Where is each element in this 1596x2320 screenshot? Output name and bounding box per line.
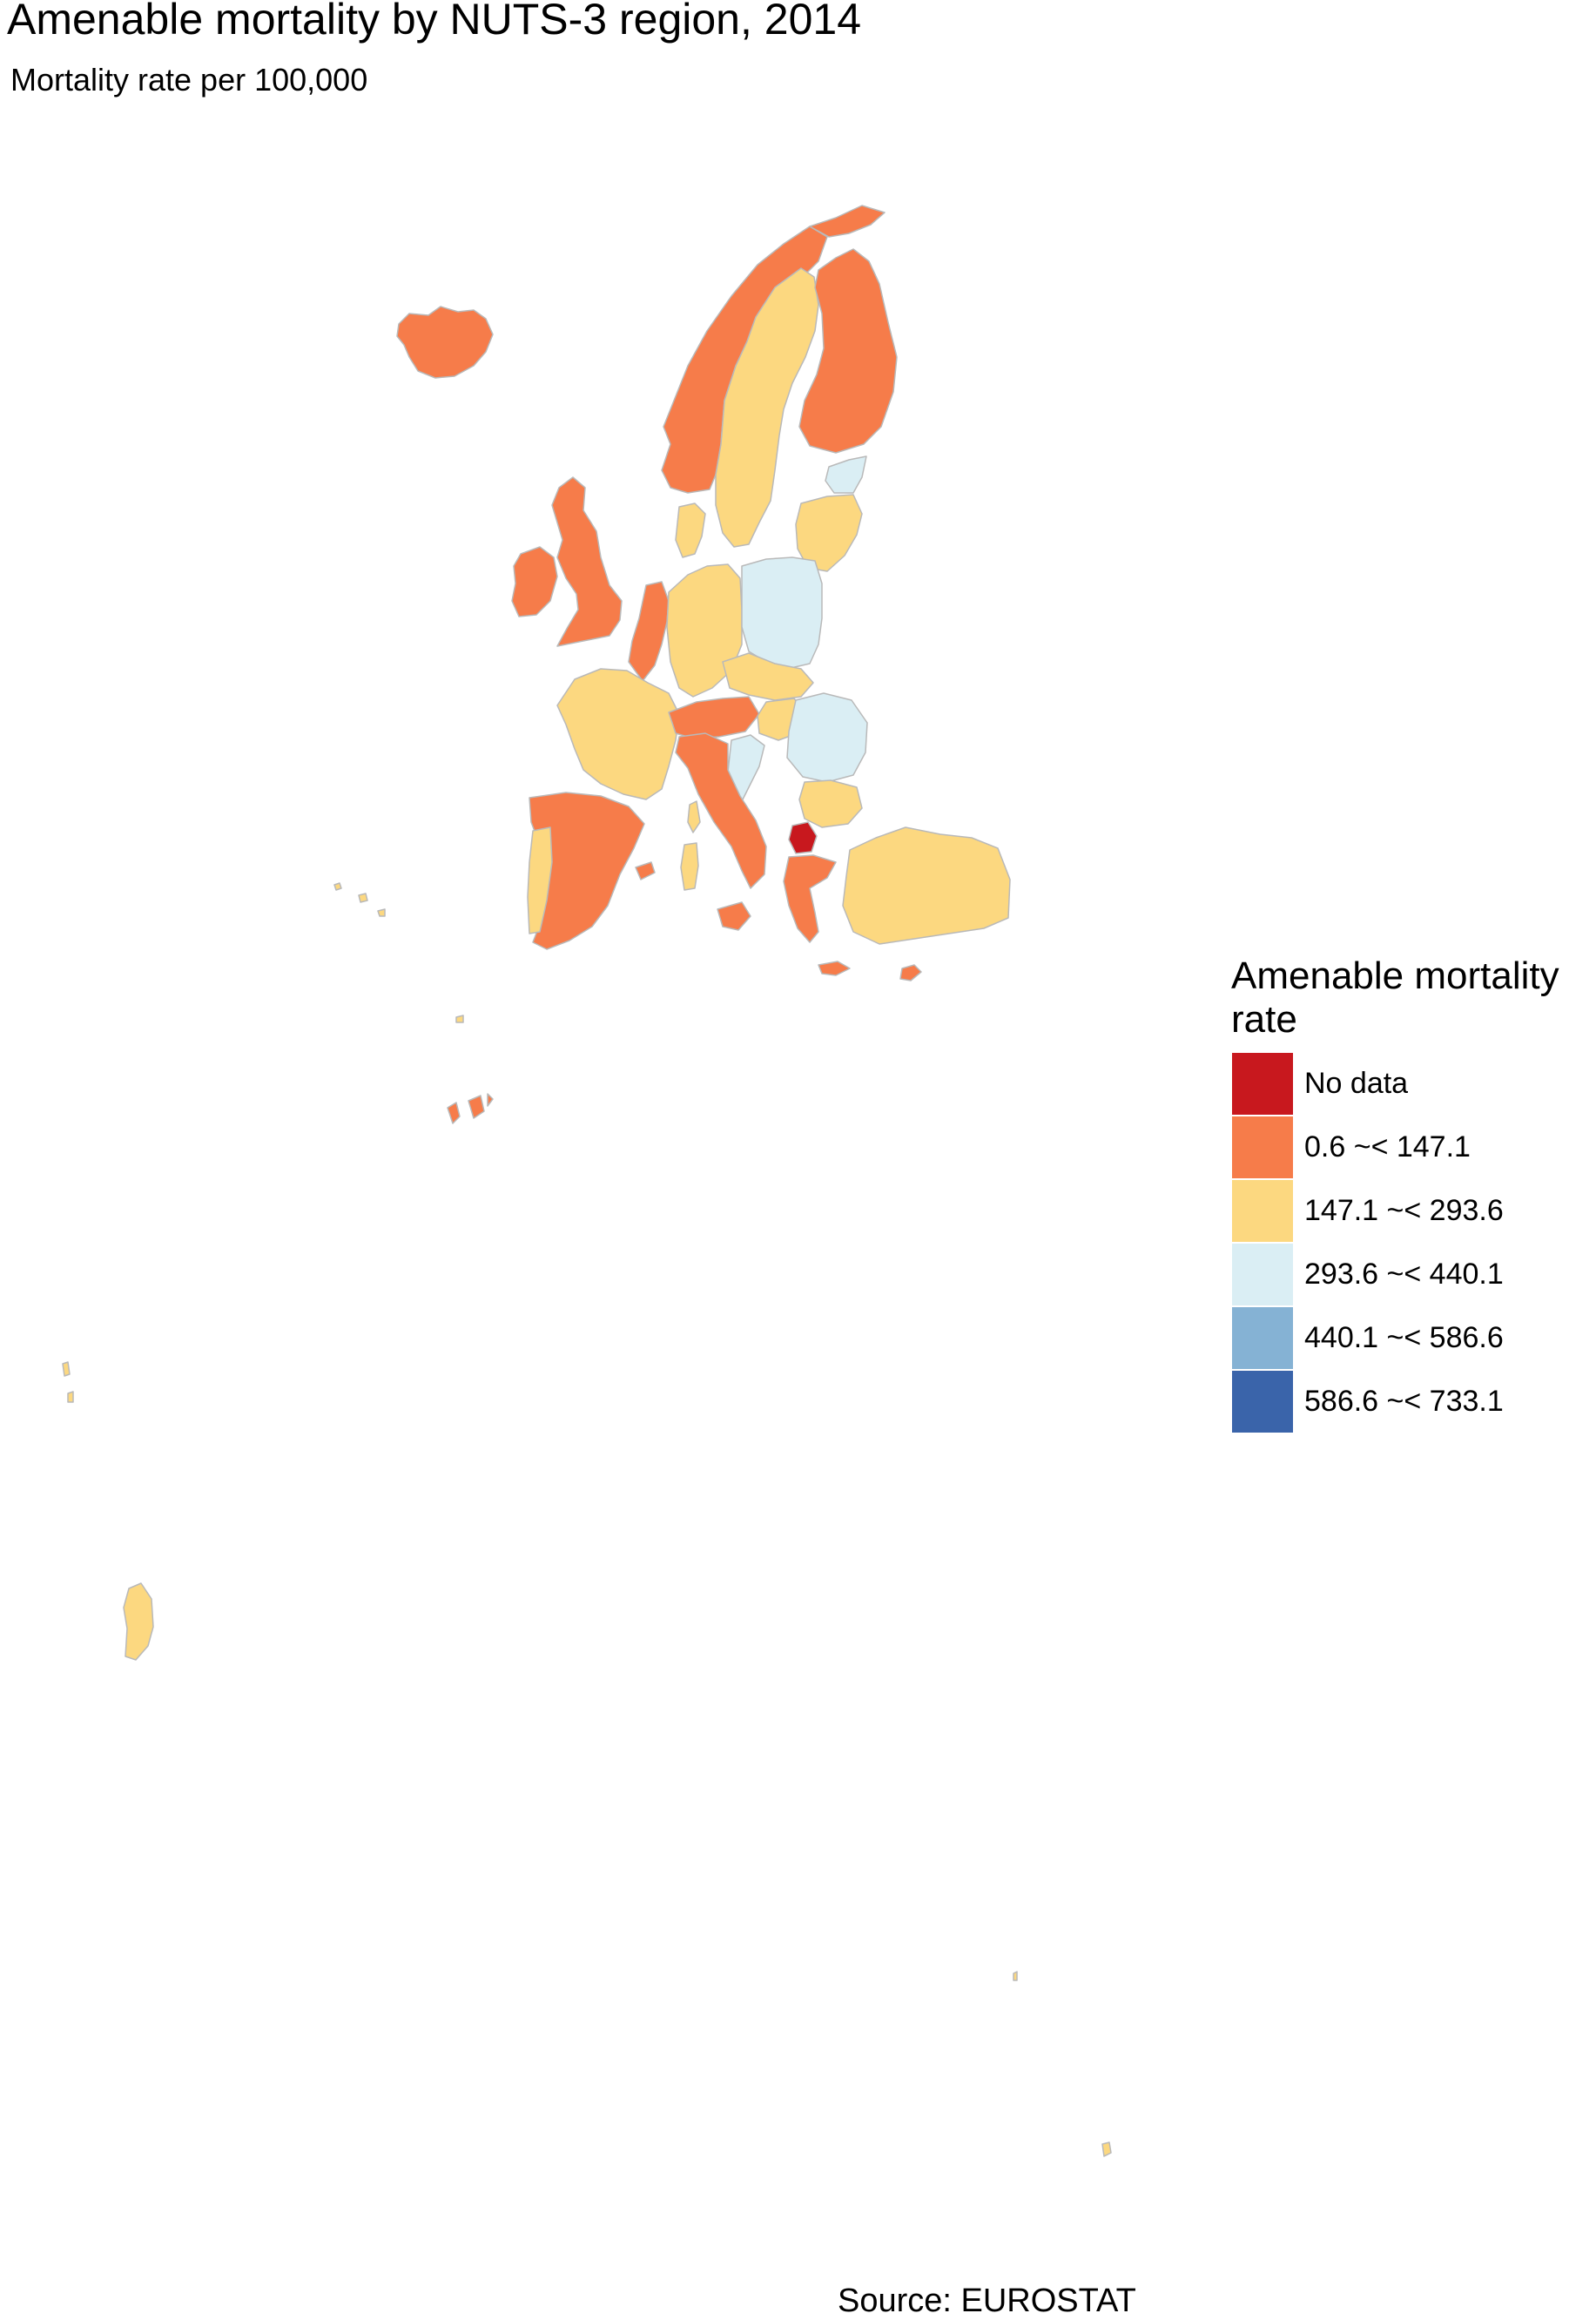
region-poland [741,556,823,670]
region-benelux [628,581,670,682]
region-sicily [717,901,751,931]
legend-swatch [1231,1243,1294,1306]
region-madeira [455,1015,464,1023]
region-greece [783,854,837,943]
region-balearic [635,861,656,880]
region-canary-islands [447,1093,494,1124]
region-czechia-slovakia [722,652,814,701]
region-cyprus [899,964,922,981]
map-legend: Amenable mortality rate No data 0.6 ~< 1… [1231,954,1588,1433]
legend-swatch [1231,1370,1294,1433]
legend-swatch [1231,1306,1294,1370]
legend-item: 293.6 ~< 440.1 [1231,1243,1588,1306]
region-north-macedonia [788,821,818,854]
legend-label: 293.6 ~< 440.1 [1304,1258,1504,1291]
legend-label: 586.6 ~< 733.1 [1304,1385,1504,1418]
legend-swatch [1231,1116,1294,1179]
region-turkey [842,826,1011,945]
region-caribbean [62,1361,74,1403]
region-austria-switzerland [668,696,760,739]
region-norway-north [809,205,886,238]
legend-title: Amenable mortality rate [1231,954,1559,1041]
region-portugal [527,826,553,934]
legend-item: 440.1 ~< 586.6 [1231,1306,1588,1370]
region-france [556,668,680,800]
legend-label: 147.1 ~< 293.6 [1304,1194,1504,1227]
region-finland [798,248,898,454]
region-corsica [687,800,701,833]
map-title: Amenable mortality by NUTS-3 region, 201… [7,0,862,44]
source-caption: Source: EUROSTAT [838,2283,1136,2319]
map-subtitle: Mortality rate per 100,000 [10,62,368,98]
region-uk [551,476,623,647]
region-iceland [396,306,494,379]
region-latvia-lithuania [795,494,863,572]
region-denmark [675,502,706,558]
legend-swatch [1231,1052,1294,1116]
legend-item: 147.1 ~< 293.6 [1231,1179,1588,1243]
region-reunion [1101,2141,1112,2157]
legend-item: No data [1231,1052,1588,1116]
region-ireland [511,546,558,617]
region-mayotte [1013,1971,1018,1981]
legend-label: 440.1 ~< 586.6 [1304,1321,1504,1354]
legend-item: 0.6 ~< 147.1 [1231,1116,1588,1179]
legend-label: No data [1304,1067,1409,1100]
region-azores [333,882,386,917]
region-crete [818,961,851,976]
region-italy [675,732,767,889]
region-french-guiana [123,1582,154,1661]
region-estonia [825,455,867,494]
region-romania [786,692,868,783]
legend-label: 0.6 ~< 147.1 [1304,1130,1471,1163]
region-sardinia [680,842,699,891]
legend-item: 586.6 ~< 733.1 [1231,1370,1588,1433]
region-bulgaria [798,779,863,828]
legend-swatch [1231,1179,1294,1243]
